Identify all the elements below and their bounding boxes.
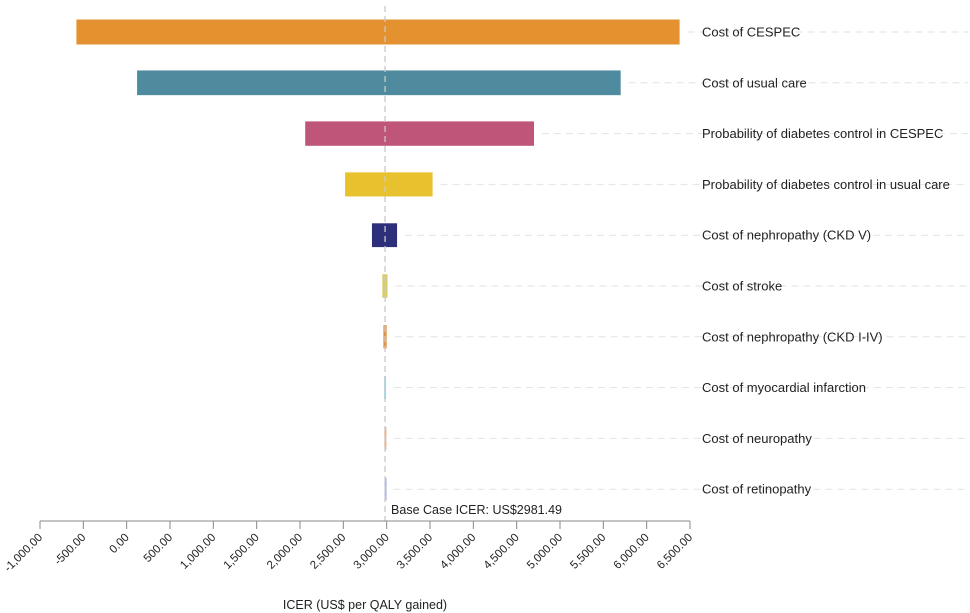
bar-2 bbox=[305, 121, 534, 146]
x-tick-label-14: 6,000.00 bbox=[612, 532, 652, 572]
x-tick-label-3: 500.00 bbox=[142, 532, 175, 565]
x-tick-label-13: 5,500.00 bbox=[568, 532, 608, 572]
x-tick-label-0: -1,000.00 bbox=[2, 532, 45, 575]
x-axis-tick-labels: -1,000.00 -500.00 0.00 500.00 1,000.00 1,500.… bbox=[2, 532, 695, 575]
bar-4 bbox=[371, 223, 398, 248]
x-tick-label-8: 3,000.00 bbox=[352, 532, 392, 572]
x-tick-label-7: 2,500.00 bbox=[308, 532, 348, 572]
category-label-6: Cost of nephropathy (CKD I-IV) bbox=[702, 329, 883, 344]
category-labels: Cost of CESPEC Cost of usual care Probabil… bbox=[702, 25, 950, 497]
x-tick-label-4: 1,000.00 bbox=[178, 532, 218, 572]
category-guide-lines bbox=[393, 31, 968, 490]
category-label-1: Cost of usual care bbox=[702, 75, 807, 90]
category-label-5: Cost of stroke bbox=[702, 279, 782, 294]
category-label-3: Probability of diabetes control in usual… bbox=[702, 177, 950, 192]
category-label-9: Cost of retinopathy bbox=[702, 482, 812, 497]
category-label-8: Cost of neuropathy bbox=[702, 431, 812, 446]
bar-3 bbox=[345, 172, 433, 197]
x-axis-ticks bbox=[39, 521, 691, 529]
bars-group bbox=[76, 19, 680, 501]
category-label-2: Probability of diabetes control in CESPE… bbox=[702, 126, 943, 141]
x-axis: -1,000.00 -500.00 0.00 500.00 1,000.00 1,500.… bbox=[2, 520, 695, 575]
x-tick-label-15: 6,500.00 bbox=[655, 532, 695, 572]
x-axis-title: ICER (US$ per QALY gained) bbox=[283, 598, 447, 612]
x-tick-label-10: 4,000.00 bbox=[438, 532, 478, 572]
x-tick-label-1: -500.00 bbox=[52, 532, 88, 568]
x-tick-label-12: 5,000.00 bbox=[525, 532, 565, 572]
x-tick-label-5: 1,500.00 bbox=[222, 532, 262, 572]
x-tick-label-9: 3,500.00 bbox=[395, 532, 435, 572]
bar-1 bbox=[137, 70, 621, 96]
category-label-0: Cost of CESPEC bbox=[702, 25, 800, 40]
category-label-7: Cost of myocardial infarction bbox=[702, 380, 866, 395]
base-case-label: Base Case ICER: US$2981.49 bbox=[391, 503, 562, 517]
x-tick-label-2: 0.00 bbox=[107, 532, 131, 556]
x-tick-label-6: 2,000.00 bbox=[265, 532, 305, 572]
category-label-4: Cost of nephropathy (CKD V) bbox=[702, 228, 871, 243]
bar-0 bbox=[76, 19, 680, 45]
x-tick-label-11: 4,500.00 bbox=[482, 532, 522, 572]
